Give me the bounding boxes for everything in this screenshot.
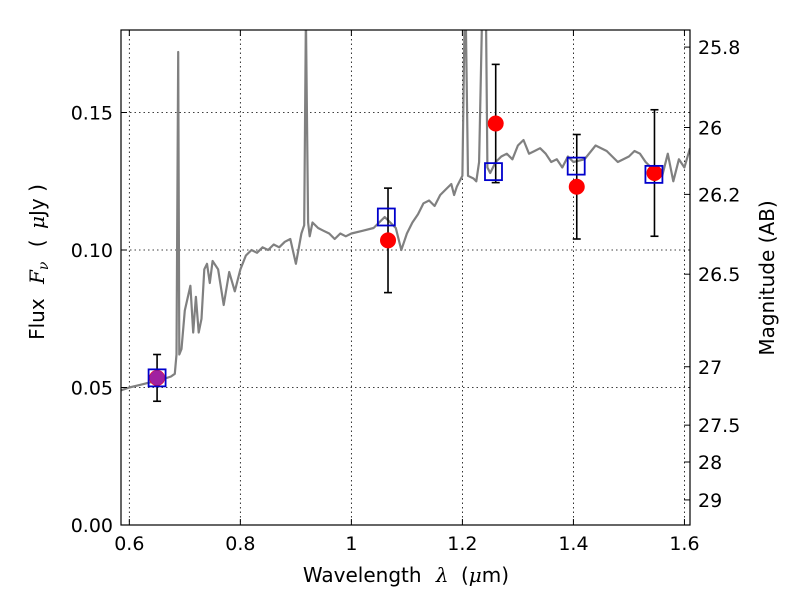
observed-point — [487, 115, 504, 132]
observed-point-overlap — [149, 370, 165, 386]
observed-point — [646, 165, 663, 181]
observed-points — [149, 115, 663, 386]
grid — [121, 30, 690, 525]
synthetic-point — [566, 156, 586, 176]
y2-axis-title: Magnitude (AB) — [755, 200, 779, 355]
x-axis-ticks: 0.6 0.8 1 1.2 1.4 1.6 — [114, 30, 700, 555]
y-axis-title: Flux Fν ( μJy ) — [25, 184, 53, 340]
model-spectrum — [121, 30, 690, 392]
y-tick-label: 0.05 — [71, 378, 113, 400]
observed-point — [568, 178, 585, 195]
synthetic-point — [376, 207, 396, 227]
y2-tick-label: 26.5 — [698, 264, 740, 286]
spectrum-line — [121, 30, 690, 392]
plot-frame — [120, 29, 691, 526]
y2-axis-ticks: 25.8 26 26.2 26.5 27 27.5 28 29 — [684, 37, 740, 512]
y2-tick-label: 27 — [698, 357, 722, 379]
x-tick-label: 0.8 — [225, 533, 255, 555]
x-tick-label: 1.6 — [669, 533, 699, 555]
synthetic-point — [644, 164, 664, 184]
y-tick-label: 0.10 — [71, 240, 113, 262]
x-tick-label: 1.2 — [447, 533, 477, 555]
y-tick-label: 0.15 — [71, 103, 113, 125]
observed-point — [380, 232, 397, 249]
y2-tick-label: 28 — [698, 452, 722, 474]
x-tick-label: 0.6 — [114, 533, 144, 555]
y2-tick-label: 25.8 — [698, 37, 740, 59]
error-bars — [153, 63, 659, 403]
x-tick-label: 1.4 — [558, 533, 588, 555]
synthetic-point — [484, 162, 503, 182]
y2-tick-label: 26.2 — [698, 184, 740, 206]
y2-tick-label: 26 — [698, 118, 722, 140]
y2-tick-label: 29 — [698, 490, 722, 512]
synthetic-point — [147, 368, 167, 388]
y-axis-ticks: 0.00 0.05 0.10 0.15 — [71, 103, 127, 537]
y2-tick-label: 27.5 — [698, 415, 740, 437]
x-axis-title: Wavelength λ (μm) — [303, 563, 509, 587]
synthetic-points — [147, 156, 664, 388]
x-tick-label: 1 — [345, 533, 357, 555]
y-tick-label: 0.00 — [71, 515, 113, 537]
